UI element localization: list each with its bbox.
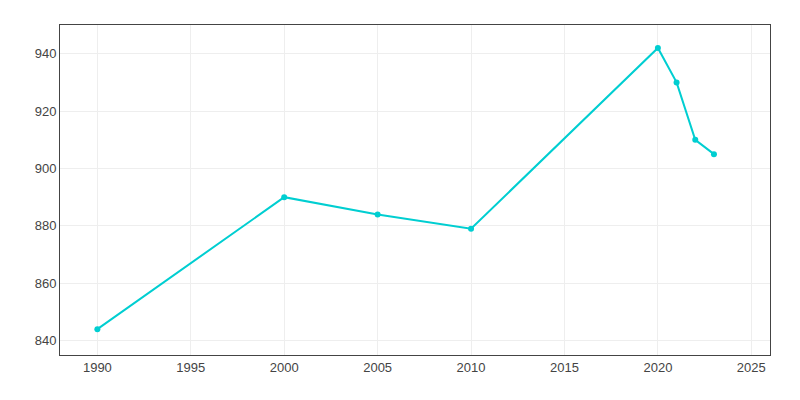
svg-text:2015: 2015 (550, 360, 579, 375)
svg-text:2020: 2020 (643, 360, 672, 375)
svg-text:860: 860 (35, 276, 57, 291)
svg-text:2005: 2005 (363, 360, 392, 375)
svg-text:2025: 2025 (737, 360, 766, 375)
svg-text:2010: 2010 (457, 360, 486, 375)
svg-text:920: 920 (35, 104, 57, 119)
svg-text:840: 840 (35, 333, 57, 348)
svg-text:2000: 2000 (270, 360, 299, 375)
svg-text:1995: 1995 (176, 360, 205, 375)
svg-text:900: 900 (35, 161, 57, 176)
svg-text:940: 940 (35, 46, 57, 61)
svg-text:1990: 1990 (83, 360, 112, 375)
svg-text:880: 880 (35, 218, 57, 233)
